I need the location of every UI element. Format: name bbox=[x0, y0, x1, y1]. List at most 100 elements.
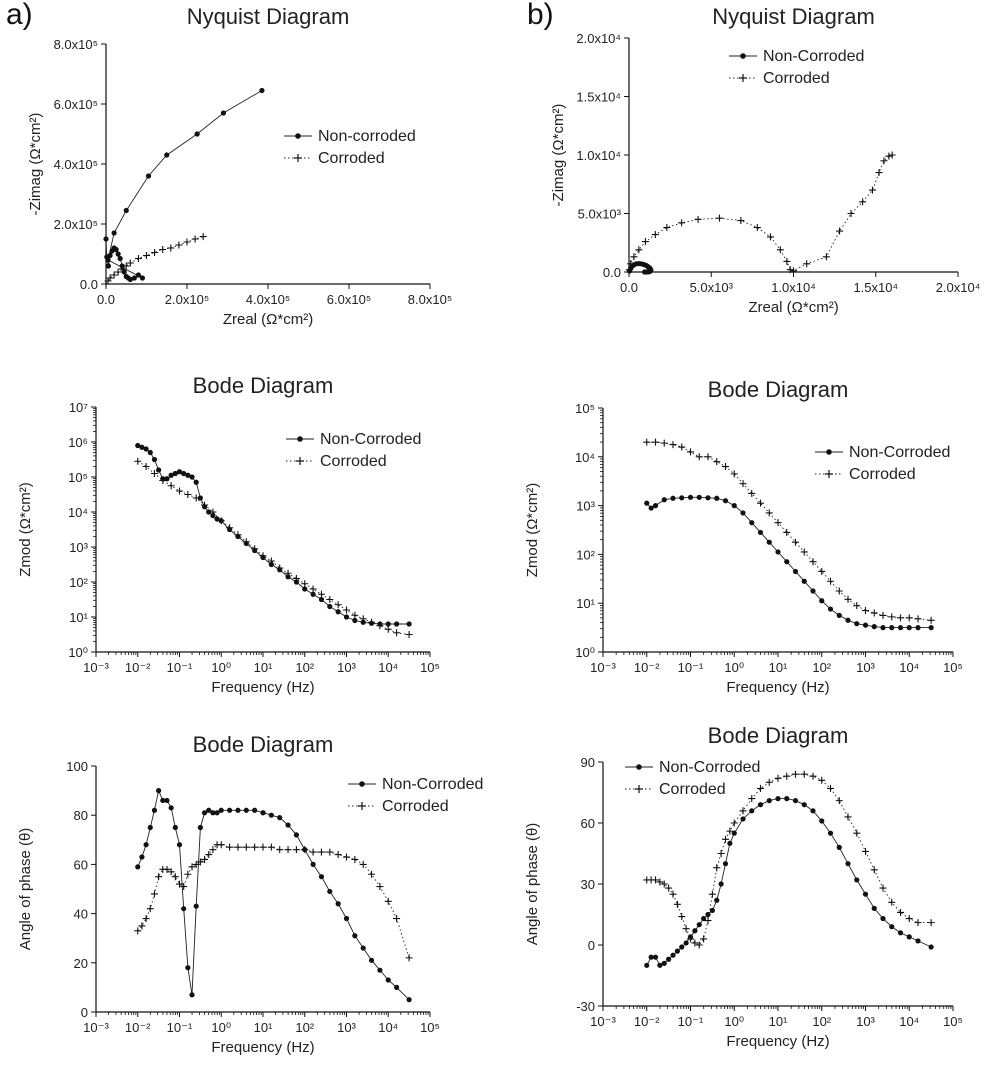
data-point bbox=[836, 612, 842, 619]
x-tick-label: 10¹ bbox=[254, 1020, 273, 1035]
data-point bbox=[669, 890, 677, 898]
legend-label: Non-Corroded bbox=[659, 759, 760, 776]
data-point bbox=[859, 198, 867, 206]
data-point bbox=[134, 255, 142, 262]
data-point bbox=[695, 453, 703, 461]
data-point bbox=[784, 559, 790, 565]
data-point bbox=[906, 934, 912, 940]
data-point bbox=[276, 846, 284, 854]
x-tick-label: 2.0x10⁴ bbox=[936, 280, 981, 295]
data-point bbox=[260, 810, 266, 816]
data-point bbox=[175, 241, 183, 249]
data-point bbox=[127, 276, 133, 283]
y-tick-label: 20 bbox=[74, 956, 88, 971]
data-point bbox=[201, 810, 208, 816]
data-point bbox=[385, 977, 391, 983]
data-point bbox=[181, 906, 187, 912]
data-point bbox=[845, 861, 851, 867]
data-point bbox=[897, 908, 904, 916]
data-point bbox=[673, 900, 681, 908]
data-point bbox=[385, 621, 391, 627]
x-tick-label: 10⁰ bbox=[724, 1014, 744, 1029]
data-point bbox=[122, 262, 130, 270]
data-point bbox=[717, 850, 725, 857]
data-point bbox=[737, 217, 745, 225]
y-tick-label: 0.0 bbox=[80, 277, 98, 292]
data-point bbox=[189, 474, 195, 480]
data-point bbox=[792, 568, 799, 575]
data-point bbox=[643, 438, 651, 446]
data-point bbox=[334, 601, 342, 609]
x-tick-label: 10³ bbox=[337, 1020, 356, 1035]
data-point bbox=[731, 830, 737, 836]
data-point bbox=[757, 802, 764, 808]
data-point bbox=[757, 499, 764, 507]
legend-label: Non-corroded bbox=[318, 128, 416, 145]
x-tick-label: 4.0x10⁵ bbox=[246, 292, 290, 307]
data-point bbox=[326, 848, 334, 856]
y-tick-label: 10⁵ bbox=[68, 470, 88, 485]
data-point bbox=[870, 866, 878, 874]
data-point bbox=[235, 807, 241, 813]
data-point bbox=[368, 870, 376, 878]
data-point bbox=[648, 954, 654, 960]
data-point bbox=[766, 798, 772, 804]
data-point bbox=[115, 251, 121, 257]
data-point bbox=[757, 529, 764, 536]
data-point bbox=[359, 860, 367, 868]
legend: Non-Corroded Corroded bbox=[286, 431, 421, 470]
y-tick-label: 10² bbox=[69, 575, 88, 590]
data-point bbox=[201, 501, 209, 509]
data-point bbox=[854, 621, 860, 627]
data-point bbox=[185, 965, 191, 971]
data-point bbox=[376, 622, 384, 630]
data-point bbox=[682, 925, 690, 933]
data-point bbox=[292, 846, 300, 854]
data-point bbox=[156, 788, 162, 794]
series-line bbox=[137, 789, 410, 1001]
data-point bbox=[696, 494, 702, 500]
data-point bbox=[687, 448, 694, 456]
data-point bbox=[880, 915, 886, 922]
x-tick-label: 10⁰ bbox=[211, 660, 231, 675]
data-point bbox=[642, 269, 648, 275]
data-point bbox=[809, 558, 817, 566]
data-point bbox=[827, 606, 834, 612]
data-point bbox=[111, 230, 117, 236]
data-point bbox=[875, 169, 883, 177]
data-point bbox=[827, 784, 834, 792]
data-point bbox=[139, 854, 145, 860]
legend: Non-Corroded Corroded bbox=[625, 759, 760, 798]
legend-marker bbox=[358, 802, 366, 810]
data-point bbox=[661, 960, 667, 966]
y-axis-label: -Zimag (Ω*cm²) bbox=[550, 104, 567, 207]
data-point bbox=[704, 453, 712, 461]
data-point bbox=[105, 257, 111, 263]
x-tick-label: 2.0x10⁵ bbox=[165, 292, 209, 307]
x-axis-label: Frequency (Hz) bbox=[211, 1039, 314, 1056]
data-point bbox=[783, 772, 791, 780]
data-point bbox=[377, 967, 383, 973]
data-point bbox=[268, 812, 274, 818]
chart-b-bode-mod: Bode Diagram 10⁻³ 10⁻² 10⁻¹ 10⁰ 10¹ 10² 10³ 10⁴ 1… bbox=[524, 377, 963, 696]
data-point bbox=[853, 602, 861, 610]
data-point bbox=[194, 131, 200, 137]
data-point bbox=[879, 884, 887, 892]
data-point bbox=[775, 796, 781, 802]
legend-label: Non-Corroded bbox=[320, 431, 421, 448]
data-point bbox=[242, 538, 250, 546]
data-point bbox=[862, 607, 869, 615]
data-point bbox=[335, 609, 341, 615]
x-tick-label: 10⁻¹ bbox=[678, 660, 704, 675]
data-point bbox=[915, 625, 921, 631]
data-point bbox=[748, 795, 756, 803]
legend-marker bbox=[297, 436, 303, 442]
legend-marker bbox=[739, 74, 747, 82]
data-point bbox=[134, 457, 142, 465]
data-point bbox=[928, 625, 934, 631]
data-point bbox=[897, 625, 904, 631]
data-point bbox=[888, 898, 896, 906]
x-tick-label: 10¹ bbox=[769, 660, 788, 675]
x-tick-label: 6.0x10⁵ bbox=[327, 292, 371, 307]
data-point bbox=[197, 824, 203, 831]
